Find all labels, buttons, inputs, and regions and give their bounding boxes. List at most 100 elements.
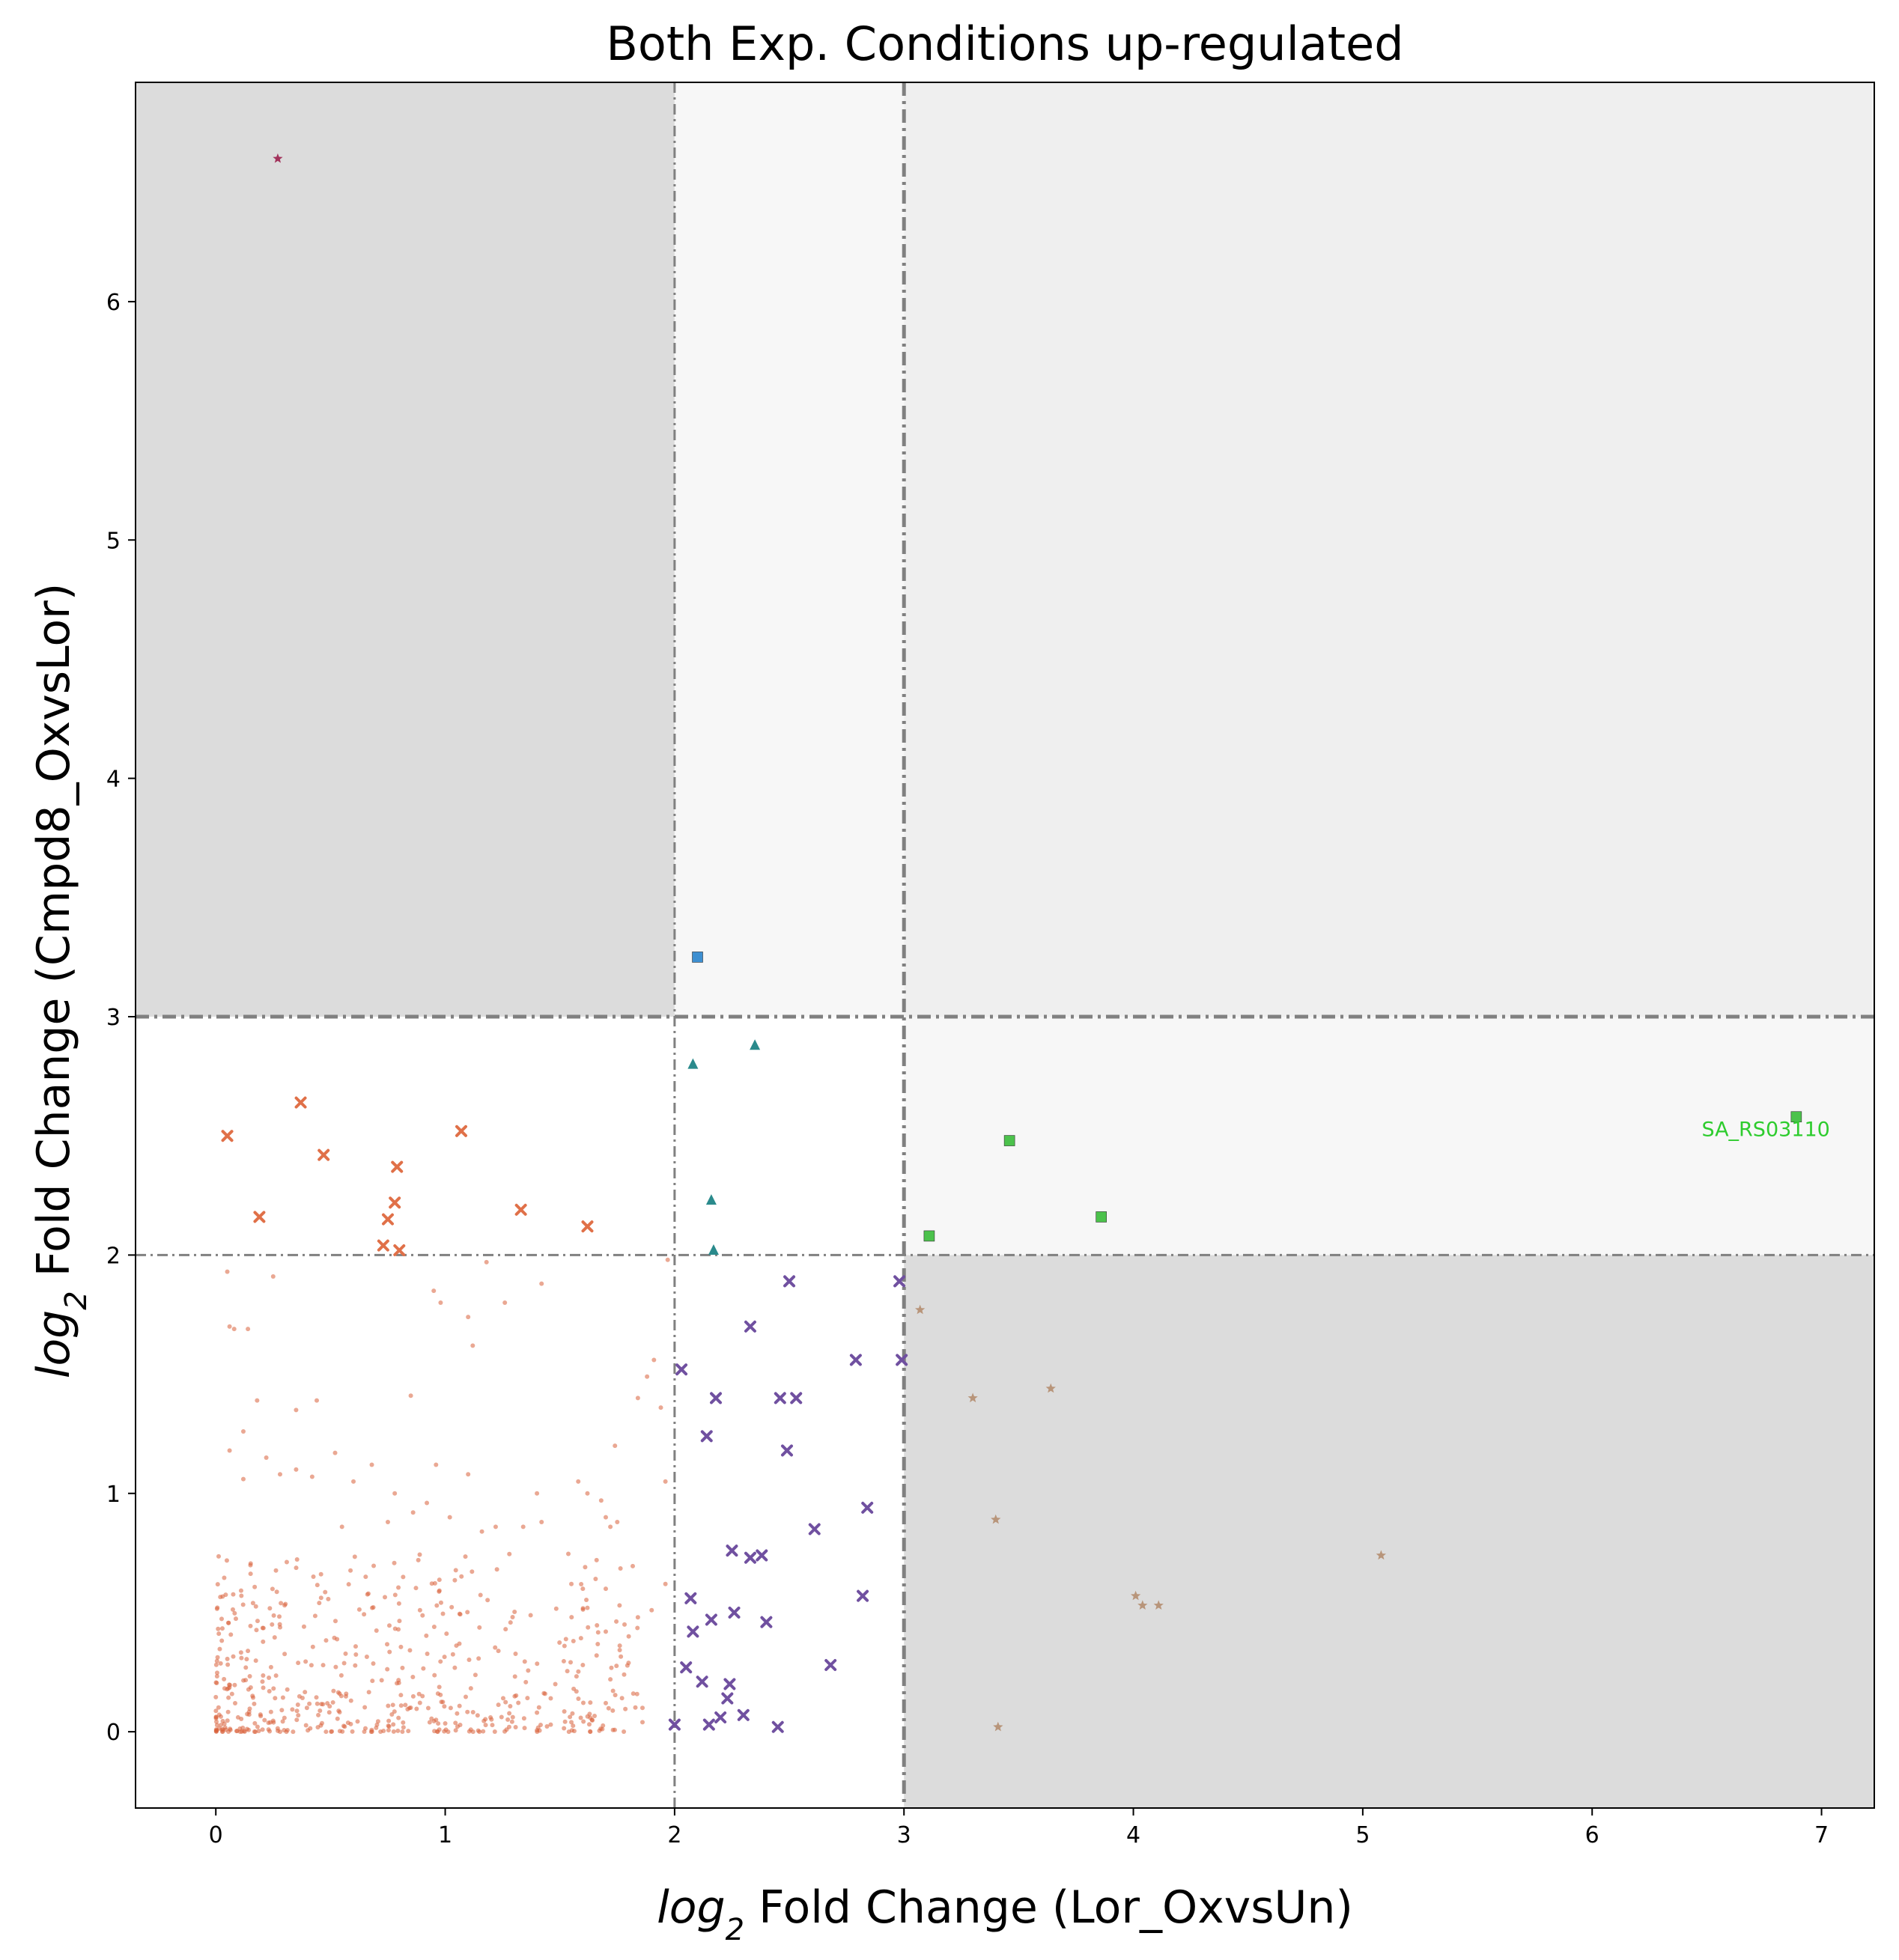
data-point-s5-1	[893, 1275, 906, 1288]
data-point-s7-8	[993, 1721, 1003, 1732]
data-point-cloud	[386, 1703, 391, 1708]
data-point-cloud	[333, 1664, 338, 1670]
data-point-cloud	[407, 1705, 412, 1711]
annotation-label-0: SA_RS03110	[1701, 1119, 1829, 1142]
data-point-cloud	[502, 1729, 508, 1734]
data-point-cloud	[617, 1643, 622, 1649]
data-point-s0-62	[635, 1615, 640, 1620]
data-point-s7-5	[1131, 1590, 1141, 1601]
data-point-cloud	[277, 1614, 282, 1619]
data-point-s5-8	[790, 1392, 803, 1404]
data-point-s0-24	[264, 1455, 269, 1460]
data-point-cloud	[580, 1700, 586, 1705]
data-point-s0-61	[594, 1653, 599, 1658]
data-point-cloud	[458, 1723, 463, 1728]
data-point-cloud	[396, 1601, 401, 1606]
data-point-cloud	[396, 1585, 401, 1590]
data-point-s5-16	[684, 1592, 697, 1604]
data-point-cloud	[362, 1612, 367, 1617]
data-point-cloud	[277, 1622, 282, 1627]
data-point-cloud	[392, 1560, 397, 1565]
data-point-cloud	[584, 1598, 589, 1603]
data-point-cloud	[595, 1642, 601, 1647]
data-point-cloud	[311, 1574, 316, 1580]
data-point-cloud	[397, 1619, 402, 1624]
data-point-cloud	[371, 1604, 376, 1610]
data-point-s0-21	[315, 1398, 320, 1403]
data-point-cloud	[420, 1693, 425, 1699]
data-point-s5-13	[726, 1544, 738, 1557]
data-point-s0-40	[603, 1515, 608, 1520]
data-point-cloud	[214, 1674, 219, 1679]
data-point-cloud	[507, 1551, 512, 1556]
data-point-cloud	[353, 1644, 358, 1649]
data-point-cloud	[230, 1607, 235, 1612]
data-point-cloud	[217, 1646, 222, 1652]
data-point-cloud	[218, 1661, 223, 1666]
data-point-s5-17	[857, 1589, 869, 1602]
data-point-cloud	[218, 1723, 223, 1728]
data-point-s0-27	[434, 1462, 439, 1467]
data-point-cloud	[443, 1720, 448, 1726]
data-point-cloud	[294, 1717, 300, 1723]
data-point-cloud	[383, 1595, 388, 1600]
data-point-cloud	[240, 1725, 246, 1730]
data-point-cloud	[300, 1696, 305, 1701]
data-point-cloud	[510, 1614, 515, 1619]
data-point-cloud	[588, 1700, 593, 1705]
data-point-cloud	[224, 1558, 229, 1563]
data-point-cloud	[622, 1729, 627, 1734]
data-point-cloud	[247, 1674, 252, 1679]
data-point-cloud	[294, 1565, 299, 1571]
data-point-s7-7	[1153, 1600, 1164, 1610]
data-point-s0-38	[585, 1491, 590, 1496]
data-point-s0-45	[520, 1524, 526, 1530]
x-axis-title-log: log	[657, 1881, 725, 1934]
data-point-s0-16	[658, 1405, 663, 1410]
data-point-cloud	[310, 1644, 315, 1649]
data-point-cloud	[225, 1656, 230, 1661]
data-point-s5-25	[723, 1678, 736, 1690]
data-point-s5-2	[744, 1320, 756, 1333]
data-point-cloud	[267, 1688, 272, 1693]
data-point-cloud	[232, 1610, 237, 1616]
data-point-cloud	[213, 1708, 219, 1714]
data-point-cloud	[448, 1705, 453, 1711]
data-point-cloud	[410, 1675, 416, 1680]
data-point-cloud	[610, 1688, 616, 1693]
y-tick-label: 5	[106, 528, 121, 554]
data-point-cloud	[234, 1729, 239, 1734]
data-point-cloud	[320, 1663, 326, 1668]
data-point-cloud	[579, 1581, 584, 1586]
data-point-s0-46	[493, 1524, 498, 1530]
data-point-cloud	[371, 1661, 376, 1666]
data-point-cloud	[389, 1712, 395, 1717]
data-point-cloud	[303, 1659, 309, 1664]
data-point-cloud	[512, 1610, 517, 1615]
y-tick-label: 2	[106, 1243, 121, 1269]
data-point-s0-18	[663, 1581, 668, 1586]
data-point-cloud	[356, 1607, 362, 1612]
data-point-cloud	[280, 1695, 285, 1700]
data-point-cloud	[633, 1705, 638, 1710]
data-point-cloud	[271, 1720, 276, 1725]
data-point-s0-49	[447, 1515, 452, 1520]
data-point-cloud	[477, 1729, 482, 1735]
data-point-cloud	[505, 1717, 511, 1722]
data-point-cloud	[476, 1656, 481, 1661]
data-point-cloud	[271, 1613, 276, 1618]
data-point-cloud	[284, 1559, 289, 1565]
data-point-s0-10	[502, 1300, 508, 1306]
data-point-cloud	[295, 1702, 300, 1708]
data-point-cloud	[557, 1640, 562, 1645]
data-point-s0-47	[425, 1500, 430, 1506]
x-tick-label: 1	[438, 1822, 452, 1848]
data-point-cloud	[601, 1723, 606, 1728]
data-point-cloud	[364, 1654, 369, 1659]
data-point-s1-5	[381, 1213, 394, 1226]
data-point-cloud	[576, 1669, 581, 1674]
data-point-s1-6	[377, 1239, 389, 1252]
data-point-cloud	[219, 1729, 225, 1735]
data-point-cloud	[370, 1679, 375, 1684]
threshold-lines	[136, 82, 1874, 1808]
